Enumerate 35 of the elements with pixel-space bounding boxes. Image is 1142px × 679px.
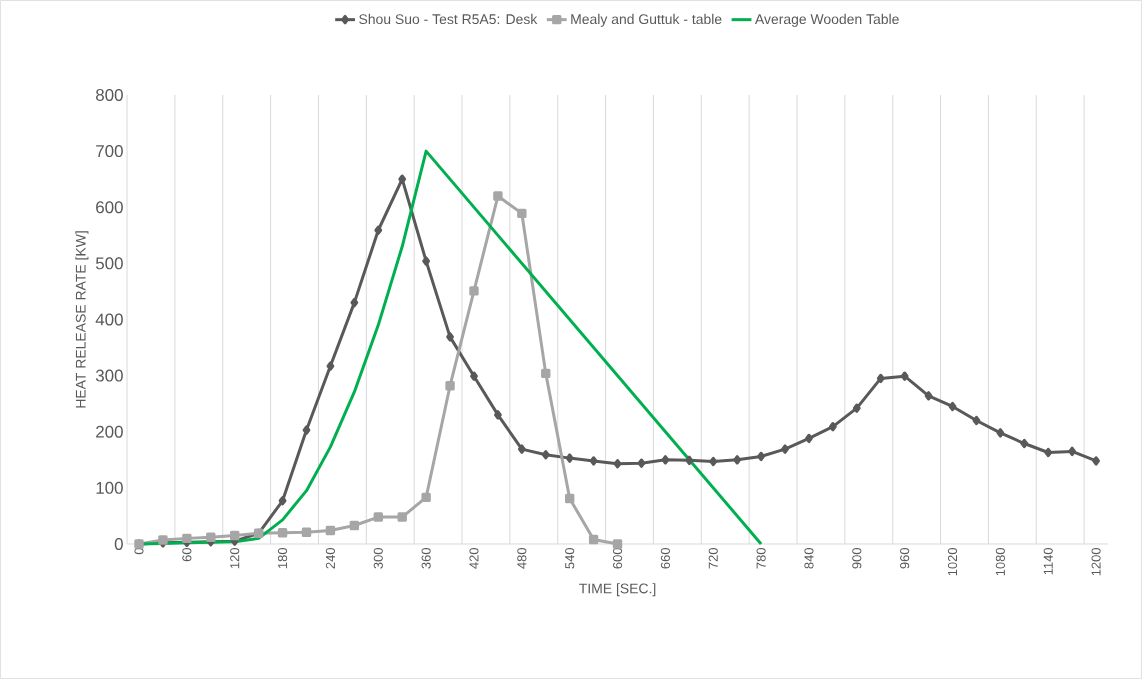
x-tick-label: 480 [517, 548, 527, 569]
x-tick-label: 540 [565, 548, 575, 569]
x-tick-label: 420 [469, 548, 479, 569]
y-tick-label: 500 [95, 257, 123, 270]
y-axis-title: HEAT RELEASE RATE [KW] [75, 231, 89, 408]
x-tick-label: 900 [852, 548, 862, 569]
x-tick-label: 1200 [1091, 548, 1101, 576]
x-tick-label: 360 [421, 548, 431, 569]
x-tick-label: 720 [708, 548, 718, 569]
y-tick-label: 100 [96, 481, 123, 494]
x-tick-label: 180 [277, 548, 288, 569]
x-tick-label: 60 [182, 548, 192, 562]
x-tick-label: 600 [612, 548, 623, 569]
y-tick-label: 300 [95, 369, 123, 382]
x-axis-title: TIME [SEC.] [579, 583, 656, 597]
x-tick-label: 1080 [995, 548, 1005, 576]
x-tick-label: 960 [900, 548, 910, 569]
y-tick-label: 400 [95, 313, 123, 326]
x-tick-label: 1140 [1043, 548, 1053, 575]
x-tick-label: 660 [660, 548, 670, 569]
y-tick-label: 800 [96, 88, 123, 101]
x-tick-label: 240 [325, 548, 336, 569]
y-tick-label: 200 [96, 425, 123, 438]
legend-label: Shou Suo - Test R5A5: Desk [359, 13, 538, 25]
x-tick-label: 1020 [947, 548, 958, 576]
legend-label: Mealy and Guttuk - table [571, 13, 722, 27]
y-tick-label: 700 [96, 145, 123, 158]
x-tick-label: 780 [756, 548, 766, 569]
y-tick-label: 600 [96, 201, 123, 214]
y-tick-label: 0 [114, 537, 123, 550]
x-tick-label: 120 [230, 548, 240, 569]
x-tick-label: 300 [373, 548, 383, 569]
x-tick-label: 0 [134, 548, 144, 555]
legend-label: Average Wooden Table [754, 13, 899, 27]
x-tick-label: 840 [804, 548, 814, 569]
